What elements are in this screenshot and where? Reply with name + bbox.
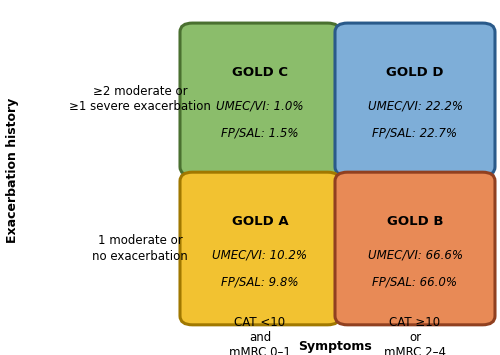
Text: CAT <10
and
mMRC 0–1: CAT <10 and mMRC 0–1 (229, 316, 291, 355)
FancyBboxPatch shape (180, 172, 340, 325)
Text: GOLD A: GOLD A (232, 215, 288, 228)
Text: UMEC/VI: 66.6%: UMEC/VI: 66.6% (368, 249, 462, 262)
Text: ≥2 moderate or
≥1 severe exacerbation: ≥2 moderate or ≥1 severe exacerbation (69, 86, 211, 113)
FancyBboxPatch shape (335, 172, 495, 325)
Text: FP/SAL: 66.0%: FP/SAL: 66.0% (372, 276, 458, 289)
Text: UMEC/VI: 1.0%: UMEC/VI: 1.0% (216, 100, 304, 113)
Text: CAT ≥10
or
mMRC 2–4: CAT ≥10 or mMRC 2–4 (384, 316, 446, 355)
FancyBboxPatch shape (180, 23, 340, 176)
Text: GOLD B: GOLD B (387, 215, 444, 228)
Text: Exacerbation history: Exacerbation history (6, 98, 19, 243)
Text: GOLD C: GOLD C (232, 66, 288, 79)
Text: FP/SAL: 22.7%: FP/SAL: 22.7% (372, 127, 458, 140)
Text: FP/SAL: 9.8%: FP/SAL: 9.8% (221, 276, 299, 289)
Text: 1 moderate or
no exacerbation: 1 moderate or no exacerbation (92, 235, 188, 262)
Text: GOLD D: GOLD D (386, 66, 444, 79)
FancyBboxPatch shape (335, 23, 495, 176)
Text: FP/SAL: 1.5%: FP/SAL: 1.5% (221, 127, 299, 140)
Text: UMEC/VI: 10.2%: UMEC/VI: 10.2% (212, 249, 308, 262)
Text: Symptoms: Symptoms (298, 340, 372, 353)
Text: UMEC/VI: 22.2%: UMEC/VI: 22.2% (368, 100, 462, 113)
